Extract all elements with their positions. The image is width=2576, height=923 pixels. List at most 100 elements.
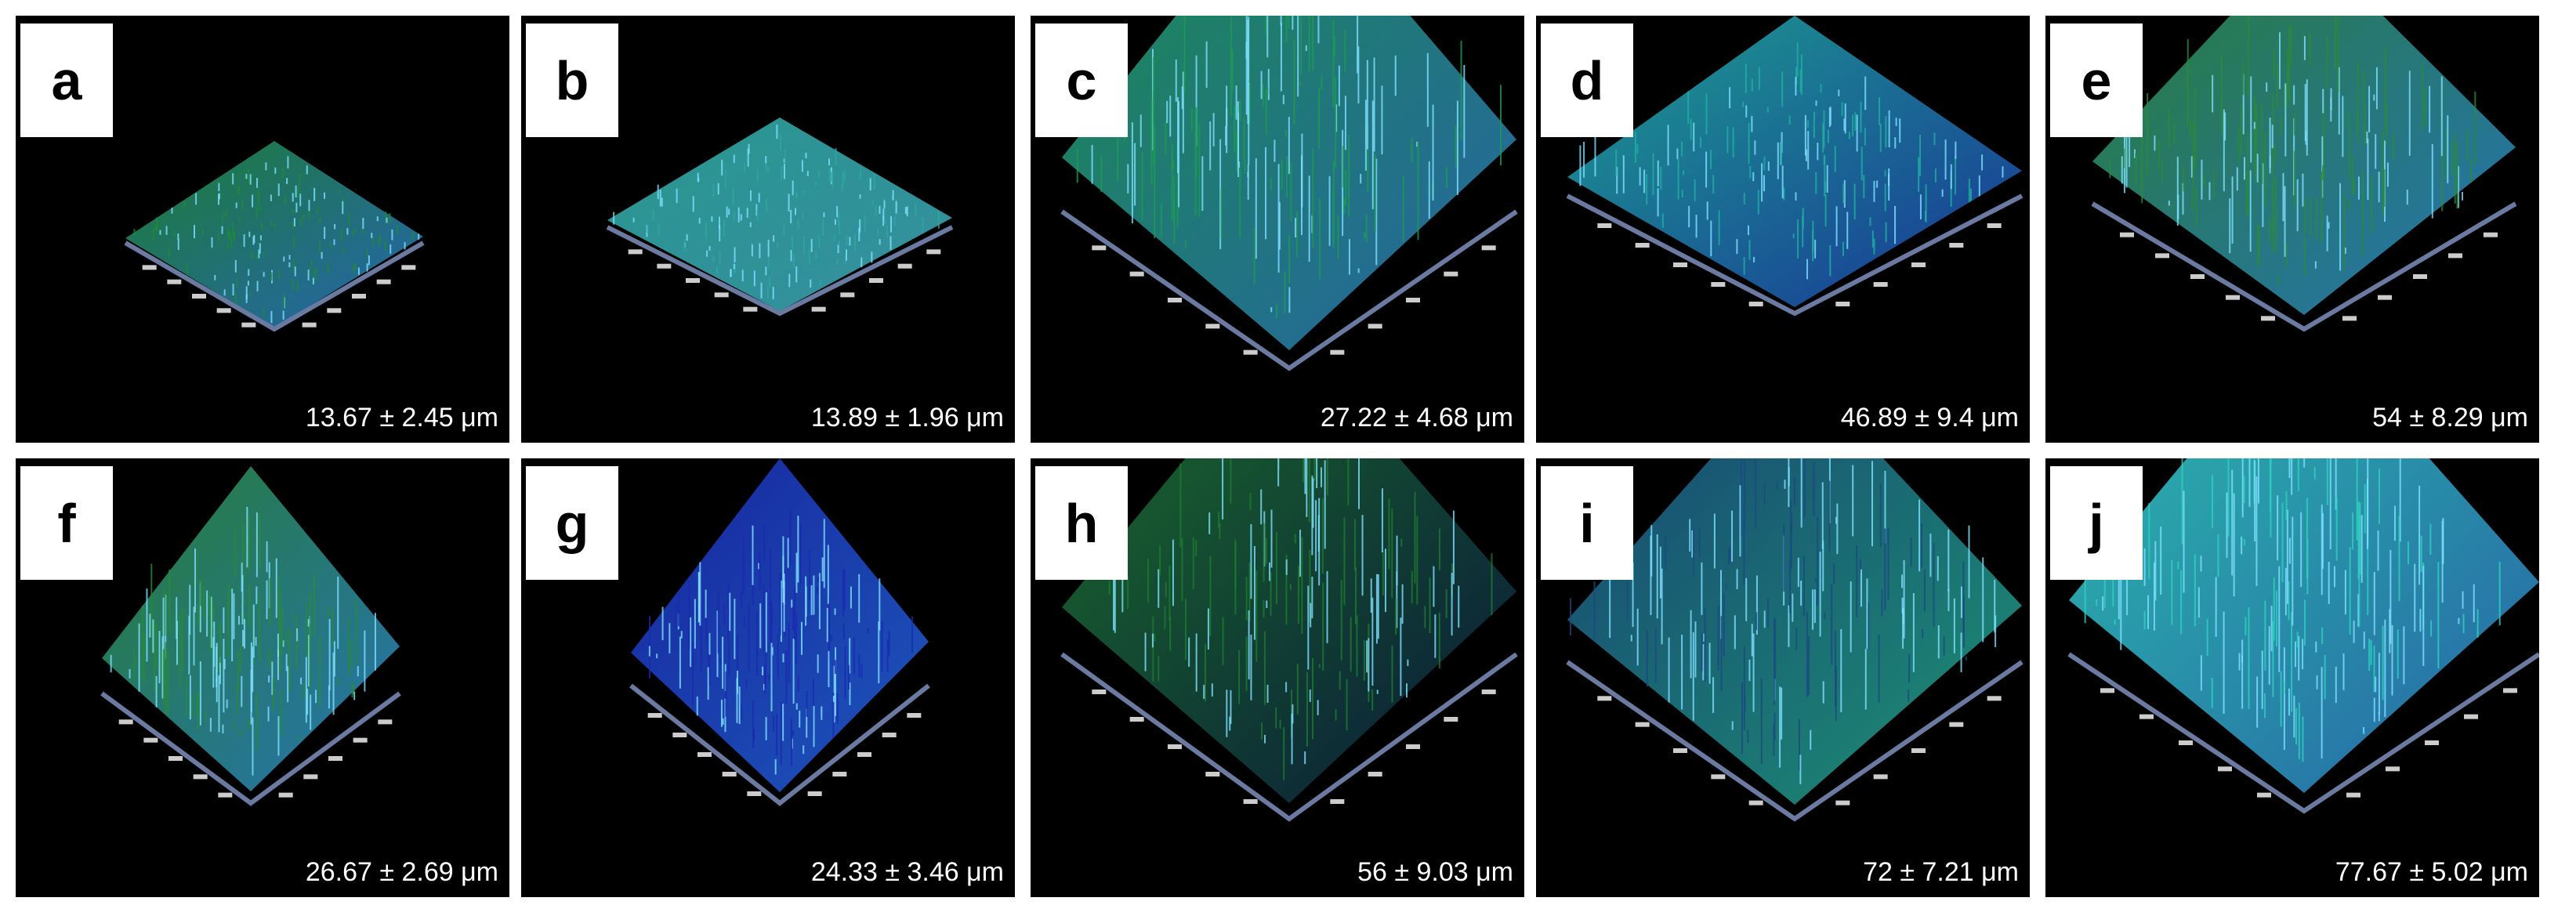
axis-tick (1168, 298, 1182, 302)
surface-image (100, 466, 401, 806)
axis-tick (1205, 324, 1220, 329)
axis-tick (1406, 744, 1420, 749)
panel-label: i (1541, 466, 1633, 580)
panel-label: a (20, 24, 113, 137)
axis-tick (1711, 774, 1726, 780)
panel: d 46.89 ± 9.4 μm (1536, 16, 2030, 443)
axis-tick (1406, 298, 1420, 302)
panel-label: g (526, 466, 618, 580)
axis-tick (697, 752, 712, 757)
axis-frame (1566, 660, 2023, 822)
axis-tick (672, 733, 687, 737)
axis-tick (907, 713, 922, 718)
axis-tick (2100, 688, 2114, 693)
panel-label: c (1035, 24, 1128, 137)
axis-tick (401, 265, 416, 270)
axis-frame (2067, 652, 2539, 814)
axis-tick (1368, 772, 1382, 776)
axis-tick (2139, 714, 2154, 719)
axis-tick (1949, 243, 1964, 248)
surface (102, 466, 400, 791)
axis-tick (1673, 262, 1687, 267)
axis-tick (2226, 295, 2240, 300)
axis-frame (100, 691, 401, 806)
axis-tick (2190, 274, 2205, 279)
axis-tick (376, 279, 391, 284)
axis-tick (714, 292, 729, 298)
panel: h 56 ± 9.03 μm (1031, 458, 1524, 897)
axis-tick (192, 294, 206, 299)
surface (1062, 458, 1516, 803)
axis-tick (352, 294, 366, 299)
axis-tick (840, 292, 855, 298)
surface-image (2067, 458, 2539, 814)
axis-tick (378, 719, 393, 725)
axis-tick (926, 249, 941, 255)
axis-tick (2448, 253, 2462, 259)
axis-tick (1987, 223, 2002, 228)
axis-tick (1711, 282, 1726, 287)
axis-tick (1949, 722, 1964, 727)
axis-tick (168, 756, 183, 761)
axis-frame (124, 241, 425, 332)
roughness-caption: 72 ± 7.21 μm (1863, 857, 2019, 887)
axis-tick (657, 263, 672, 269)
axis-tick (241, 322, 256, 328)
panel-label: j (2050, 466, 2143, 580)
axis-tick (2261, 316, 2275, 321)
axis-tick (2346, 792, 2360, 798)
roughness-caption: 13.89 ± 1.96 μm (810, 403, 1004, 433)
axis-tick (193, 774, 208, 780)
axis-tick (1911, 748, 1926, 753)
axis-tick (143, 737, 158, 743)
axis-tick (2342, 316, 2357, 321)
axis-tick (303, 774, 318, 780)
axis-tick (1092, 690, 1107, 694)
roughness-caption: 77.67 ± 5.02 μm (2335, 857, 2528, 887)
axis-tick (167, 279, 182, 284)
axis-tick (327, 308, 342, 313)
axis-tick (2386, 766, 2400, 772)
axis-tick (118, 719, 133, 725)
axis-tick (857, 752, 871, 757)
axis-tick (142, 265, 157, 270)
axis-tick (647, 713, 662, 718)
axis-tick (1911, 262, 1926, 267)
axis-tick (1987, 696, 2002, 701)
axis-tick (628, 249, 643, 255)
axis-tick (1092, 245, 1107, 251)
panel-label: h (1035, 466, 1128, 580)
axis-tick (747, 791, 762, 796)
panel: f 26.67 ± 2.69 μm (16, 458, 509, 897)
axis-tick (1835, 800, 1850, 805)
axis-tick (811, 306, 826, 312)
axis-tick (1243, 349, 1258, 355)
axis-tick (2257, 792, 2271, 798)
axis-tick (1635, 243, 1650, 248)
axis-tick (686, 278, 700, 283)
panel: c 27.22 ± 4.68 μm (1031, 16, 1524, 443)
axis-tick (2155, 253, 2169, 259)
axis-tick (1330, 799, 1345, 804)
surface-image (2091, 16, 2517, 332)
axis-tick (218, 792, 233, 798)
panel-label: d (1541, 24, 1633, 137)
axis-tick (2378, 295, 2392, 300)
surface-image (629, 458, 930, 806)
panel-label: f (20, 466, 113, 580)
surface (1567, 16, 2022, 307)
axis-tick (353, 737, 368, 743)
axis-tick (2464, 714, 2478, 719)
roughness-caption: 24.33 ± 3.46 μm (810, 857, 1004, 887)
axis-tick (216, 308, 231, 313)
roughness-caption: 26.67 ± 2.69 μm (305, 857, 498, 887)
axis-tick (328, 756, 342, 761)
axis-tick (807, 791, 822, 796)
axis-tick (302, 322, 317, 328)
panel: i 72 ± 7.21 μm (1536, 458, 2030, 897)
axis-tick (1748, 800, 1763, 805)
roughness-caption: 27.22 ± 4.68 μm (1320, 403, 1513, 433)
roughness-caption: 54 ± 8.29 μm (2372, 403, 2528, 433)
axis-tick (1481, 245, 1496, 251)
axis-tick (1873, 282, 1888, 287)
